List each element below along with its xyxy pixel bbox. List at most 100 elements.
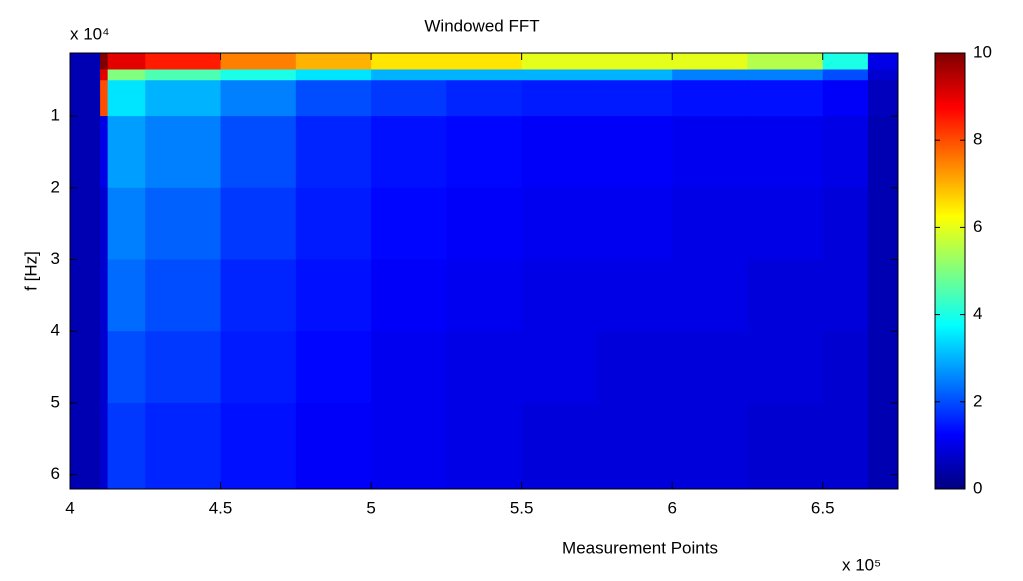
heatmap-cell — [107, 53, 146, 70]
heatmap-cell — [70, 331, 101, 404]
heatmap-cell — [867, 259, 899, 332]
heatmap-cell — [747, 53, 824, 70]
heatmap-cell — [596, 259, 673, 332]
x-tick-label: 4 — [65, 498, 74, 517]
heatmap-cell — [867, 402, 899, 490]
y-tick-label: 4 — [51, 321, 60, 340]
heatmap-cell — [596, 331, 673, 404]
heatmap-cell — [747, 331, 824, 404]
y-multiplier: x 10⁴ — [70, 24, 109, 43]
heatmap-cell — [107, 331, 146, 404]
heatmap-cell — [70, 187, 101, 261]
heatmap-cell — [371, 331, 447, 404]
heatmap-cell — [672, 80, 748, 117]
heatmap-cell — [867, 80, 899, 117]
colorbar-tick-label: 8 — [973, 130, 982, 149]
heatmap-cell — [747, 80, 824, 117]
heatmap-cell — [145, 402, 222, 490]
heatmap-cell — [371, 259, 447, 332]
colorbar-tick-label: 10 — [973, 42, 992, 61]
heatmap-cell — [672, 331, 748, 404]
heatmap-cell — [107, 116, 146, 189]
heatmap-cell — [70, 116, 101, 189]
heatmap-cell — [220, 69, 297, 81]
heatmap-cell — [220, 80, 297, 117]
y-tick-label: 5 — [51, 392, 60, 411]
heatmap-cell — [867, 331, 899, 404]
heatmap-cell — [145, 69, 222, 81]
heatmap-cell — [295, 116, 372, 189]
heatmap-cell — [70, 402, 101, 490]
heatmap-cell — [70, 80, 101, 117]
heatmap-cell — [446, 259, 523, 332]
heatmap-cell — [672, 116, 748, 189]
colorbar — [934, 52, 966, 490]
heatmap-cell — [100, 116, 109, 189]
x-tick-label: 5 — [366, 498, 375, 517]
heatmap-cell — [107, 187, 146, 261]
heatmap-cell — [446, 187, 523, 261]
heatmap-cell — [220, 259, 297, 332]
heatmap-cell — [70, 69, 101, 81]
heatmap-cell — [822, 53, 869, 70]
x-tick-label: 4.5 — [209, 498, 233, 517]
heatmap-cell — [672, 69, 748, 81]
heatmap-cell — [295, 259, 372, 332]
x-tick-label: 6.5 — [811, 498, 835, 517]
heatmap-cell — [145, 116, 222, 189]
heatmap-cell — [822, 402, 869, 490]
colorbar-tick-label: 4 — [973, 304, 982, 323]
heatmap-cell — [521, 53, 598, 70]
heatmap-cell — [371, 53, 447, 70]
heatmap-cell — [220, 187, 297, 261]
heatmap-cell — [371, 69, 447, 81]
heatmap-cell — [70, 53, 101, 70]
heatmap-cell — [100, 69, 109, 81]
heatmap-cell — [371, 402, 447, 490]
heatmap-cell — [521, 80, 598, 117]
heatmap-cell — [371, 80, 447, 117]
heatmap-cell — [596, 80, 673, 117]
heatmap-cell — [145, 80, 222, 117]
heatmap-cell — [295, 80, 372, 117]
heatmap-cell — [596, 116, 673, 189]
heatmap-cell — [747, 402, 824, 490]
heatmap-cell — [100, 259, 109, 332]
heatmap-cell — [867, 69, 899, 81]
heatmap-cell — [145, 331, 222, 404]
heatmap-cell — [220, 53, 297, 70]
heatmap-cell — [747, 116, 824, 189]
plot-frame — [69, 52, 899, 490]
heatmap-cell — [867, 116, 899, 189]
heatmap-cell — [107, 402, 146, 490]
heatmap-cell — [521, 331, 598, 404]
heatmap-cell — [107, 80, 146, 117]
heatmap-cell — [521, 187, 598, 261]
heatmap-cell — [446, 331, 523, 404]
heatmap-cell — [145, 187, 222, 261]
heatmap-cell — [446, 402, 523, 490]
heatmap-cell — [100, 402, 109, 490]
heatmap-cell — [672, 187, 748, 261]
heatmap-cell — [100, 80, 109, 117]
heatmap-cell — [747, 69, 824, 81]
heatmap-cell — [446, 69, 523, 81]
heatmap-cell — [100, 53, 109, 70]
heatmap-cell — [295, 187, 372, 261]
heatmap-cell — [446, 80, 523, 117]
heatmap-cell — [220, 331, 297, 404]
heatmap-cell — [371, 116, 447, 189]
heatmap-cell — [867, 53, 899, 70]
heatmap-cell — [822, 331, 869, 404]
x-tick-label: 5.5 — [510, 498, 534, 517]
heatmap-cell — [107, 259, 146, 332]
heatmap-cell — [596, 53, 673, 70]
heatmap-cell — [446, 116, 523, 189]
heatmap-cell — [822, 259, 869, 332]
x-axis-label: Measurement Points — [562, 538, 718, 557]
heatmap-cell — [521, 259, 598, 332]
heatmap-cell — [295, 402, 372, 490]
heatmap-cell — [100, 331, 109, 404]
heatmap-cell — [822, 187, 869, 261]
